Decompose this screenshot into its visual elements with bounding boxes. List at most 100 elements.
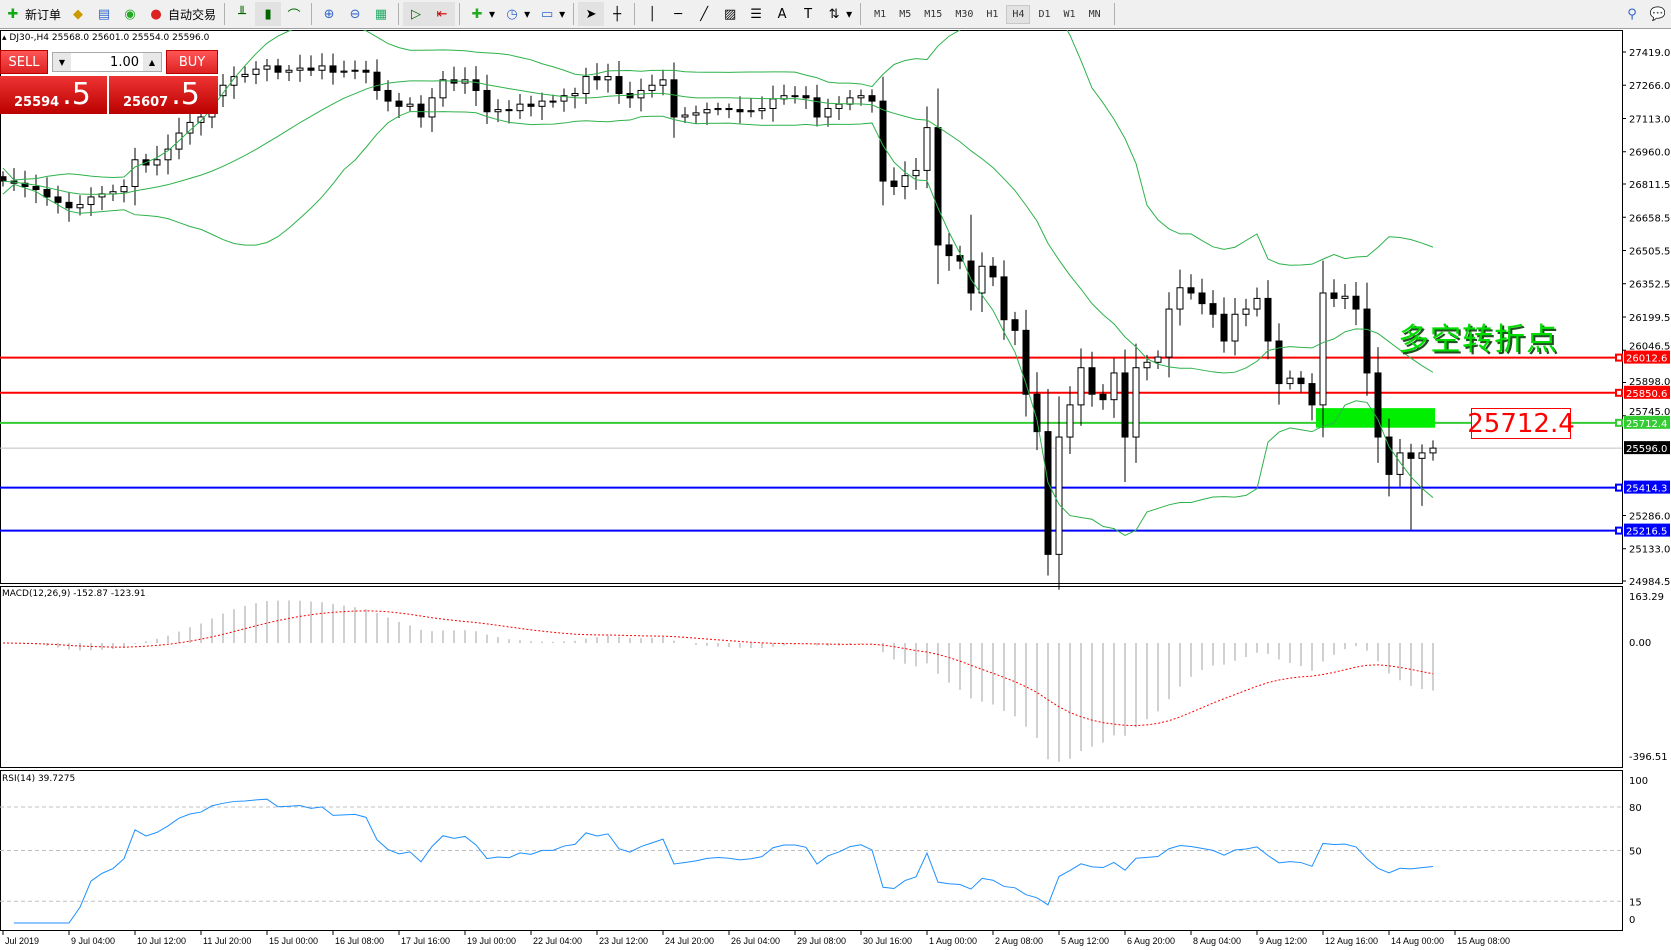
search-button[interactable]: ⚲ (1619, 2, 1645, 26)
timeframe-m30[interactable]: M30 (955, 8, 974, 20)
candle-body (252, 68, 260, 75)
templates-button[interactable]: ▭ ▾ (534, 2, 569, 26)
candle-body (153, 159, 161, 166)
candle-body (890, 180, 898, 188)
candle-body (1429, 447, 1437, 454)
line-chart-button[interactable]: ⌒ (281, 2, 307, 26)
gold-icon: ◆ (73, 6, 84, 22)
symbol-info: ▴ DJ30-,H4 25568.0 25601.0 25554.0 25596… (2, 33, 210, 43)
candle-body (1033, 393, 1041, 433)
fibonacci-icon: ☰ (750, 6, 762, 22)
candle-body (43, 189, 51, 198)
candle-body (1363, 308, 1371, 374)
chat-icon: 💬 (1649, 6, 1667, 22)
timeframe-mn[interactable]: MN (1088, 8, 1101, 20)
candle-body (670, 79, 678, 118)
market-watch-button[interactable]: ◆ (65, 2, 91, 26)
lot-increase-icon[interactable]: ▲ (143, 53, 161, 71)
bid-price-tag (1624, 441, 1670, 455)
fibonacci-button[interactable]: ☰ (743, 2, 769, 26)
price-tick-label: 27266.0 (1629, 81, 1670, 92)
candle-body (1286, 377, 1294, 385)
text-button[interactable]: A (769, 2, 795, 26)
navigator-button[interactable]: ▤ (91, 2, 117, 26)
candle-body (76, 204, 84, 209)
candle-body (1165, 308, 1173, 358)
crosshair-button[interactable]: ┼ (604, 2, 630, 26)
channel-icon: ▨ (723, 6, 737, 22)
lot-decrease-icon[interactable]: ▼ (53, 53, 71, 71)
candle-body (351, 69, 359, 72)
cursor-icon: ➤ (585, 6, 597, 22)
zoom-out-button[interactable]: ⊖ (342, 2, 368, 26)
candle-body (560, 95, 568, 102)
vertical-line-button[interactable]: │ (639, 2, 665, 26)
lot-size-input[interactable]: ▼ 1.00 ▲ (52, 52, 162, 72)
new-order-button[interactable]: ✚ 新订单 (0, 2, 65, 26)
auto-trading-button[interactable]: ● 自动交易 (143, 2, 220, 26)
timeframe-m5[interactable]: M5 (899, 8, 912, 20)
time-label: 10 Jul 12:00 (137, 936, 186, 946)
time-label: 8 Aug 04:00 (1193, 936, 1241, 946)
candle-body (1088, 367, 1096, 395)
candle-body (1231, 313, 1239, 342)
chart-area[interactable]: 27419.0 27266.0 27113.0 26960.0 26811.5 26658… (0, 30, 1671, 950)
auto-trading-icon: ● (150, 6, 162, 22)
candle-body (769, 98, 777, 109)
timeframe-h4[interactable]: H4 (1006, 4, 1031, 24)
sell-price[interactable]: 25594.5 (0, 76, 107, 114)
channel-button[interactable]: ▨ (717, 2, 743, 26)
bollinger-lower (2, 111, 1434, 536)
level-price-label: 25216.5 (1626, 527, 1667, 538)
bar-chart-button[interactable]: ╨ (229, 2, 255, 26)
time-label: 29 Jul 08:00 (797, 936, 846, 946)
level-handle (1615, 418, 1623, 427)
periods-button[interactable]: ◷ ▾ (499, 2, 534, 26)
price-tick-label: 26811.5 (1629, 180, 1670, 191)
price-tick-label: 26199.5 (1629, 313, 1670, 324)
macd-title: MACD(12,26,9) -152.87 -123.91 (2, 589, 146, 599)
cursor-button[interactable]: ➤ (578, 2, 605, 26)
chat-button[interactable]: 💬 (1645, 2, 1671, 26)
horizontal-line-button[interactable]: ─ (665, 2, 691, 26)
time-label: 11 Jul 20:00 (203, 936, 251, 946)
timeframe-m15[interactable]: M15 (924, 8, 943, 20)
auto-scroll-icon: ▷ (411, 6, 422, 22)
level-label-box: 25712.4 (1467, 408, 1575, 439)
candle-chart-button[interactable]: ▮ (255, 2, 282, 26)
signals-button[interactable]: ◉ (117, 2, 143, 26)
chart-shift-button[interactable]: ⇤ (429, 2, 456, 26)
tile-windows-button[interactable]: ▦ (368, 2, 394, 26)
candle-body (1154, 356, 1162, 363)
text-label-button[interactable]: T (795, 2, 821, 26)
timeframe-m1[interactable]: M1 (874, 8, 887, 20)
level-price-label: 25850.6 (1626, 389, 1667, 400)
buy-price[interactable]: 25607.5 (109, 76, 218, 114)
indicators-button[interactable]: ✚ ▾ (464, 2, 499, 26)
arrows-button[interactable]: ⇅ ▾ (821, 2, 856, 26)
candle-body (813, 97, 821, 118)
candle-body (1242, 308, 1250, 315)
candle-body (274, 65, 282, 73)
add-indicator-icon: ✚ (471, 6, 483, 22)
timeframe-d1[interactable]: D1 (1038, 8, 1051, 20)
candle-body (1143, 361, 1151, 369)
buy-button[interactable]: BUY (166, 50, 218, 74)
price-tick-label: 27419.0 (1629, 48, 1670, 59)
candle-body (1374, 372, 1382, 438)
zoom-in-button[interactable]: ⊕ (316, 2, 342, 26)
trendline-button[interactable]: ╱ (691, 2, 717, 26)
candle-body (417, 103, 425, 118)
candle-body (219, 84, 227, 97)
timeframe-w1[interactable]: W1 (1063, 8, 1076, 20)
rsi-tick-label: 100 (1629, 776, 1648, 787)
macd-signal-line (2, 610, 1434, 727)
level-handle (1615, 353, 1623, 362)
sell-button[interactable]: SELL (0, 50, 48, 74)
timeframe-h1[interactable]: H1 (986, 8, 999, 20)
chart-shift-icon: ⇤ (436, 6, 448, 22)
candle-body (1264, 297, 1272, 342)
auto-scroll-button[interactable]: ▷ (403, 2, 430, 26)
candle-body (868, 95, 876, 102)
separator (1113, 3, 1115, 25)
